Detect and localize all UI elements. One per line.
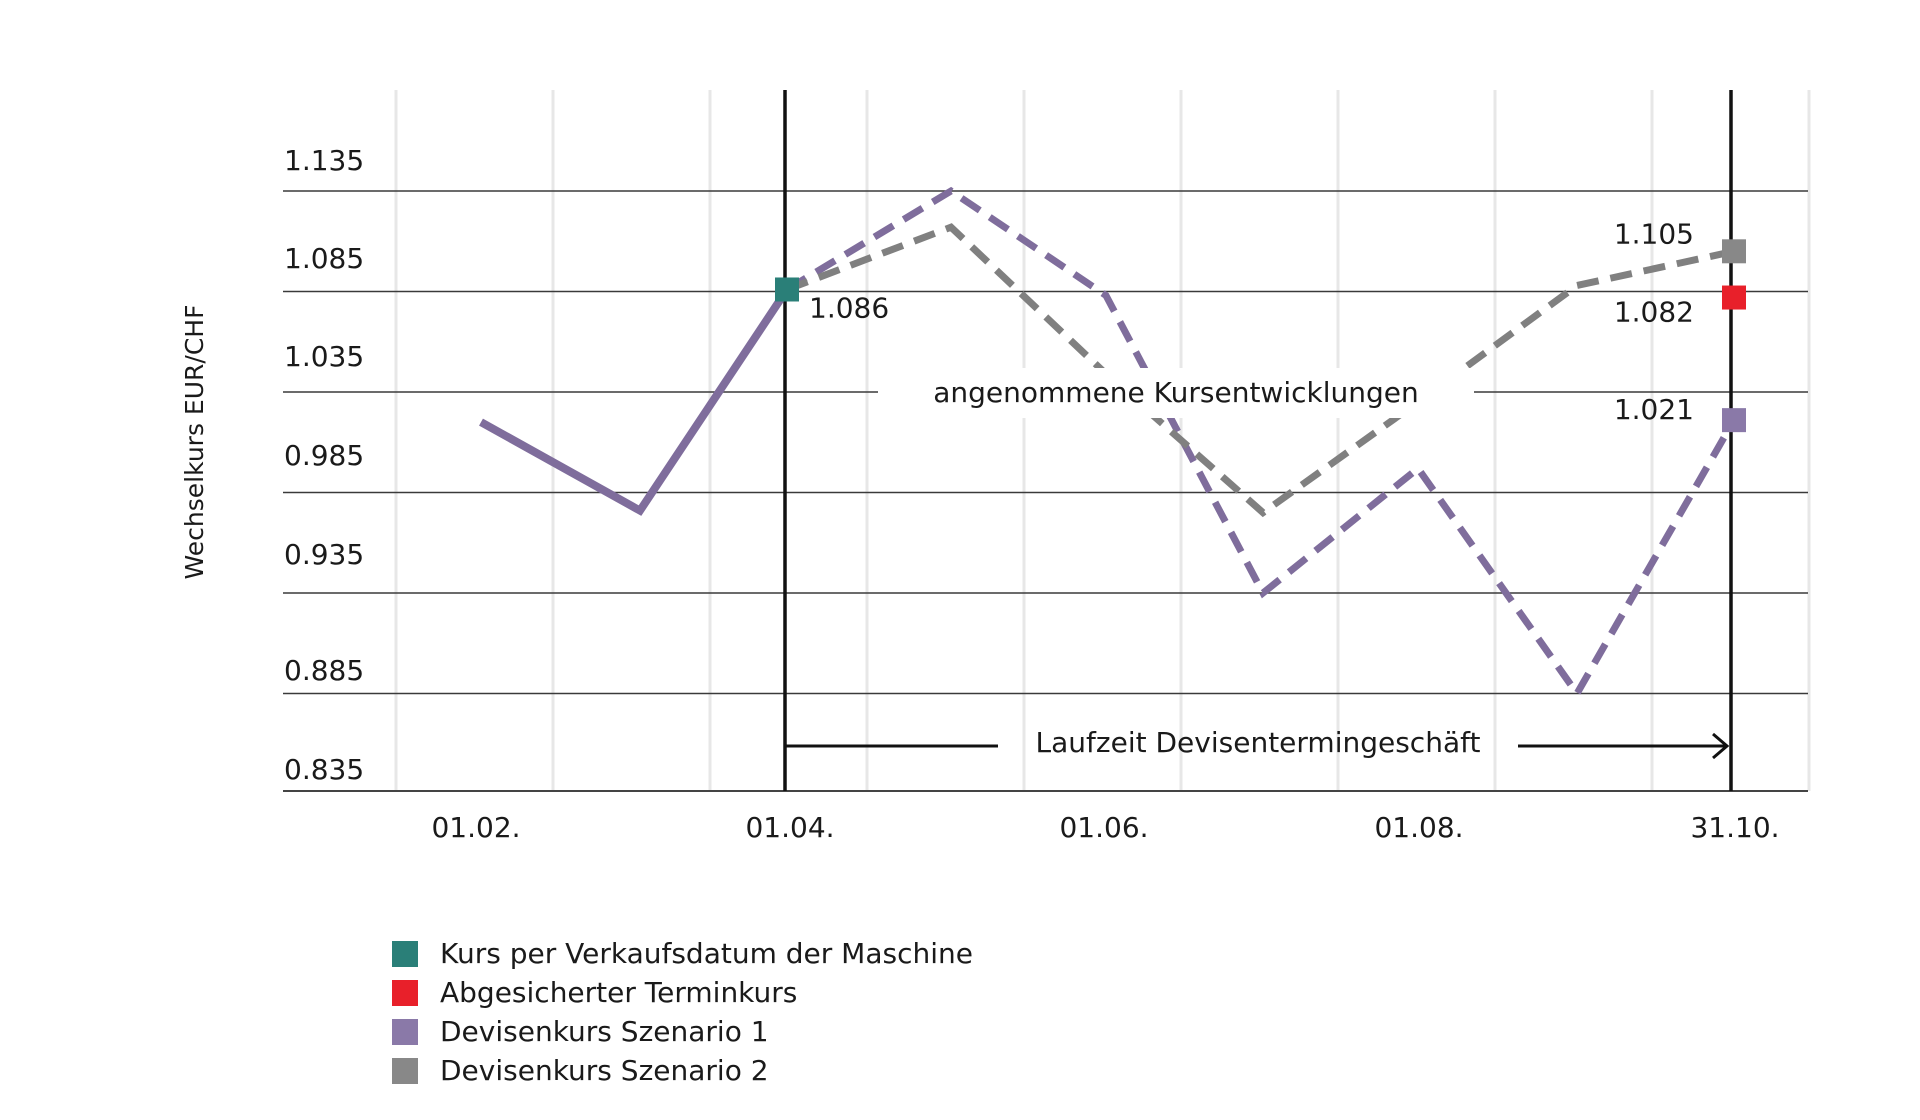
- series-lines: [479, 186, 1738, 700]
- x-tick-label: 31.10.: [1690, 811, 1779, 844]
- legend-label: Abgesicherter Terminkurs: [440, 976, 798, 1009]
- legend-item: Abgesicherter Terminkurs: [392, 973, 973, 1012]
- marker-2: [1722, 285, 1746, 310]
- marker-label: 1.086: [809, 291, 889, 324]
- legend-swatch-forward-rate: [392, 979, 418, 1006]
- annotation-scenarios-bg: [878, 368, 1474, 418]
- marker-label: 1.021: [1614, 393, 1694, 426]
- annotation-scenarios: angenommene Kursentwicklungen: [933, 376, 1419, 409]
- legend-swatch-scenario-2: [392, 1057, 418, 1084]
- vertical-gridlines: [394, 90, 1811, 791]
- markers: 1.086 1.082 1.021 1.105: [775, 217, 1746, 433]
- marker-label: 1.105: [1614, 217, 1694, 250]
- legend-swatch-start-rate: [392, 940, 418, 967]
- y-tick-label: 1.035: [284, 340, 364, 373]
- marker-3: [1722, 408, 1746, 433]
- y-tick-label: 0.835: [284, 753, 364, 786]
- y-tick-label: 0.885: [284, 654, 364, 687]
- legend-label: Devisenkurs Szenario 2: [440, 1054, 769, 1087]
- legend-item: Devisenkurs Szenario 1: [392, 1012, 973, 1051]
- x-tick-label: 01.02.: [431, 811, 520, 844]
- series-line-solid-1: [479, 287, 791, 516]
- term-arrow: [785, 732, 1730, 760]
- legend: Kurs per Verkaufsdatum der Maschine Abge…: [392, 934, 973, 1090]
- series-line-dashed-2: [785, 186, 1738, 700]
- annotation-term: Laufzeit Devisentermingeschäft: [1036, 726, 1481, 759]
- term-arrow-head: [1712, 732, 1730, 760]
- y-tick-label: 1.135: [284, 144, 364, 177]
- marker-1: [775, 277, 799, 302]
- legend-swatch-scenario-1: [392, 1018, 418, 1045]
- legend-label: Kurs per Verkaufsdatum der Maschine: [440, 937, 973, 970]
- x-tick-label: 01.06.: [1059, 811, 1148, 844]
- marker-label: 1.082: [1614, 296, 1694, 329]
- y-tick-label: 1.085: [284, 242, 364, 275]
- exchange-rate-chart: 1.135 1.085 1.035 0.985 0.935 0.885 0.835 01.0…: [180, 90, 1811, 844]
- legend-item: Kurs per Verkaufsdatum der Maschine: [392, 934, 973, 973]
- y-tick-label: 0.935: [284, 538, 364, 571]
- y-axis-label: Wechselkurs EUR/CHF: [180, 305, 209, 580]
- x-tick-label: 01.04.: [745, 811, 834, 844]
- x-tick-label: 01.08.: [1374, 811, 1463, 844]
- series-line-dashed-3: [785, 223, 1735, 518]
- legend-label: Devisenkurs Szenario 1: [440, 1015, 769, 1048]
- y-tick-label: 0.985: [284, 439, 364, 472]
- y-tick-labels: 1.135 1.085 1.035 0.985 0.935 0.885 0.835: [284, 144, 364, 786]
- x-tick-labels: 01.02. 01.04. 01.06. 01.08. 31.10.: [431, 811, 1779, 844]
- legend-item: Devisenkurs Szenario 2: [392, 1051, 973, 1090]
- marker-4: [1722, 239, 1746, 264]
